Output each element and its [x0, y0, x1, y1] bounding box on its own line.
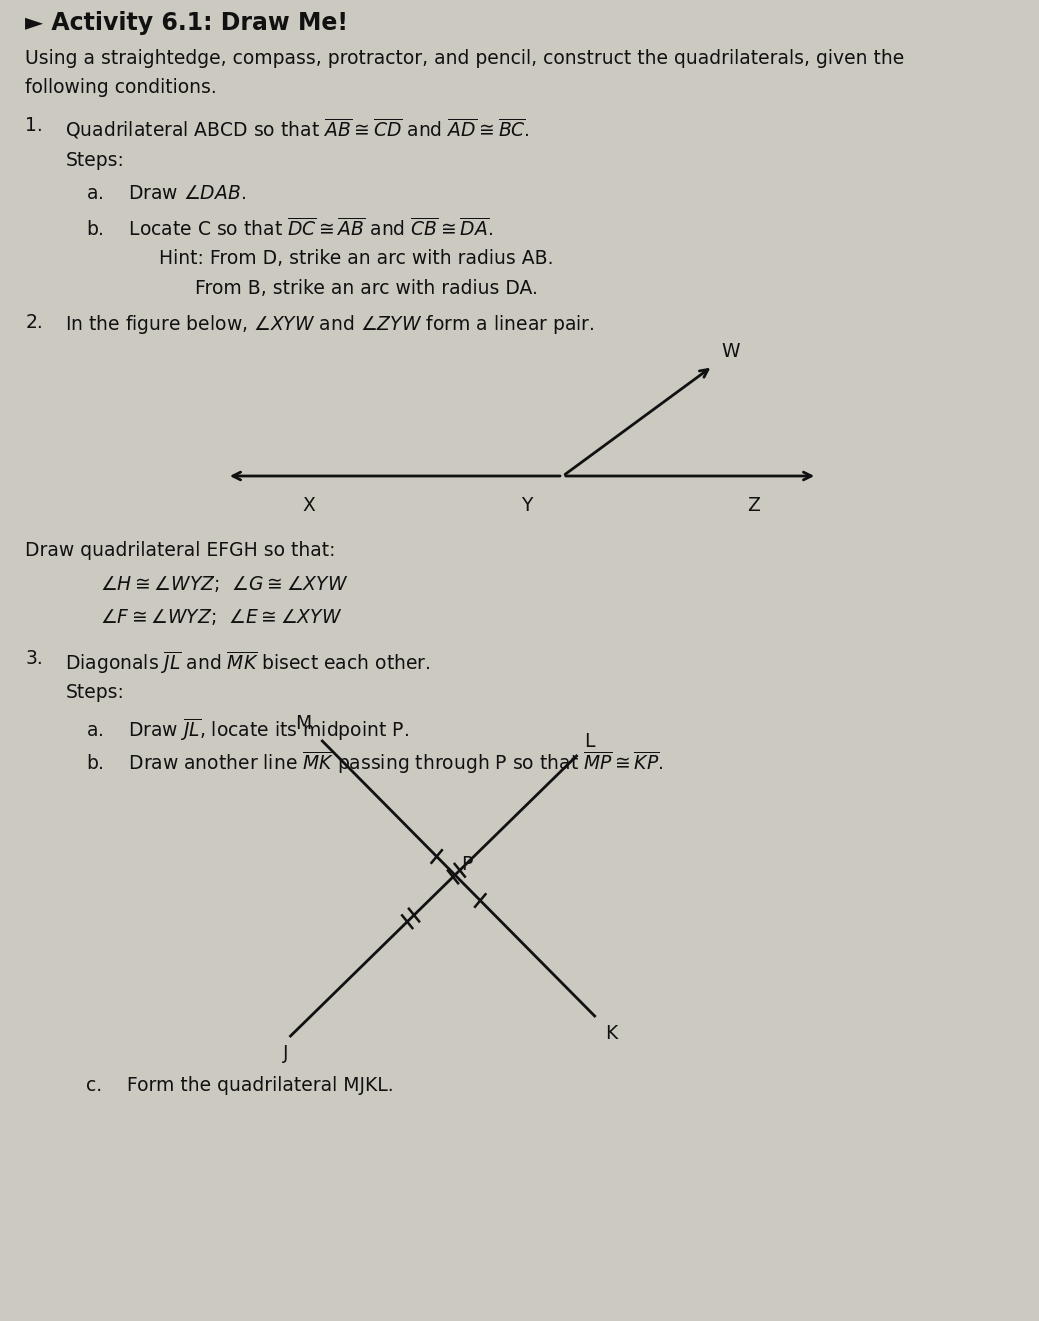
Text: Using a straightedge, compass, protractor, and pencil, construct the quadrilater: Using a straightedge, compass, protracto… [25, 49, 905, 67]
Text: Diagonals $\overline{JL}$ and $\overline{MK}$ bisect each other.: Diagonals $\overline{JL}$ and $\overline… [65, 649, 431, 675]
Text: M: M [295, 713, 312, 733]
Text: J: J [284, 1044, 289, 1063]
Text: L: L [584, 732, 594, 752]
Text: W: W [722, 342, 740, 361]
Text: In the figure below, $\angle XYW$ and $\angle ZYW$ form a linear pair.: In the figure below, $\angle XYW$ and $\… [65, 313, 594, 336]
Text: ► Activity 6.1: Draw Me!: ► Activity 6.1: Draw Me! [25, 11, 348, 34]
Text: $\angle F\cong\angle WYZ$;  $\angle E\cong\angle XYW$: $\angle F\cong\angle WYZ$; $\angle E\con… [100, 608, 342, 627]
Text: a.  Draw $\angle DAB$.: a. Draw $\angle DAB$. [86, 184, 246, 203]
Text: From B, strike an arc with radius DA.: From B, strike an arc with radius DA. [195, 279, 538, 299]
Text: Quadrilateral ABCD so that $\overline{AB}\cong\overline{CD}$ and $\overline{AD}\: Quadrilateral ABCD so that $\overline{AB… [65, 116, 530, 140]
Text: b.  Draw another line $\overline{MK}$ passing through P so that $\overline{MP}\c: b. Draw another line $\overline{MK}$ pas… [86, 749, 664, 775]
Text: 2.: 2. [25, 313, 44, 332]
Text: Draw quadrilateral EFGH so that:: Draw quadrilateral EFGH so that: [25, 542, 336, 560]
Text: 1.: 1. [25, 116, 44, 135]
Text: K: K [606, 1024, 618, 1044]
Text: Steps:: Steps: [65, 151, 125, 170]
Text: following conditions.: following conditions. [25, 78, 217, 96]
Text: X: X [302, 495, 315, 515]
Text: Hint: From D, strike an arc with radius AB.: Hint: From D, strike an arc with radius … [159, 248, 554, 268]
Text: b.  Locate C so that $\overline{DC}\cong\overline{AB}$ and $\overline{CB}\cong\o: b. Locate C so that $\overline{DC}\cong\… [86, 217, 494, 239]
Text: Z: Z [747, 495, 760, 515]
Text: P: P [461, 855, 473, 875]
Text: c.  Form the quadrilateral MJKL.: c. Form the quadrilateral MJKL. [86, 1077, 394, 1095]
Text: Y: Y [521, 495, 532, 515]
Text: a.  Draw $\overline{JL}$, locate its midpoint P.: a. Draw $\overline{JL}$, locate its midp… [86, 716, 409, 742]
Text: Steps:: Steps: [65, 683, 125, 701]
Text: 3.: 3. [25, 649, 44, 668]
Text: $\angle H\cong\angle WYZ$;  $\angle G\cong\angle XYW$: $\angle H\cong\angle WYZ$; $\angle G\con… [100, 575, 348, 594]
